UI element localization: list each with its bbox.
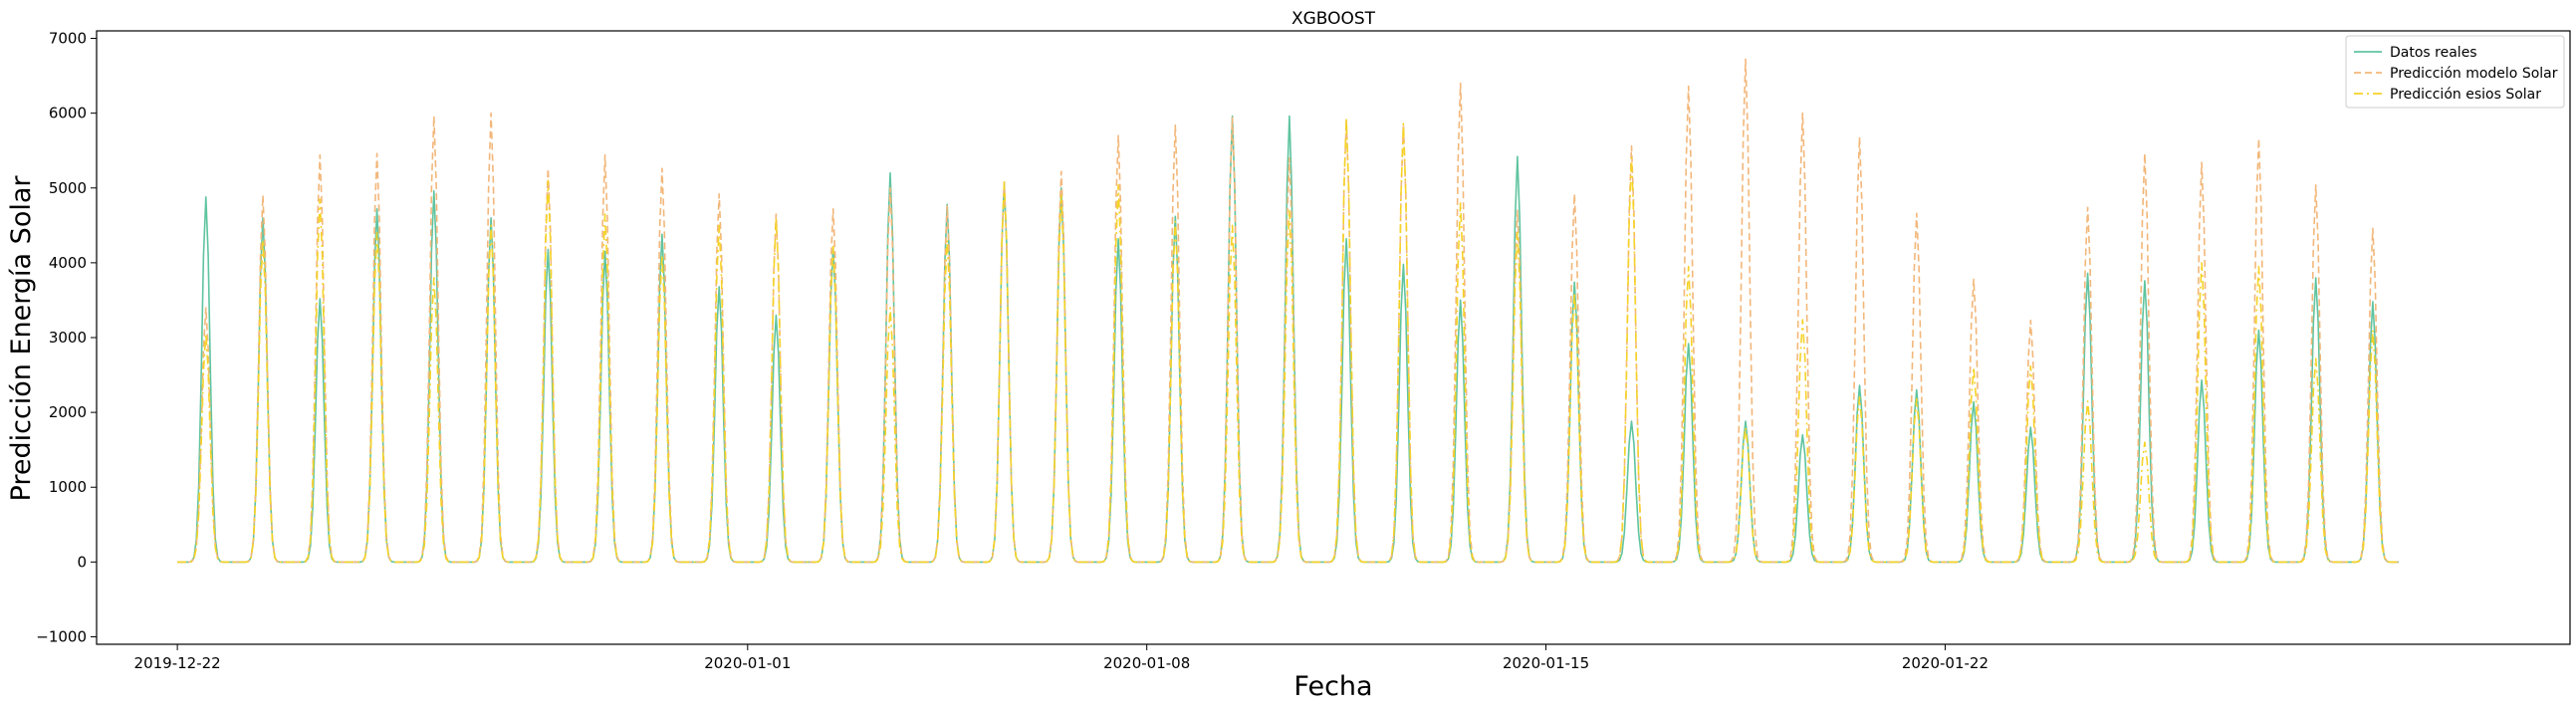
legend-label: Predicción modelo Solar xyxy=(2390,66,2558,82)
y-axis-ticks: −1000 0 1000 2000 3000 4000 5000 6000 7000 xyxy=(36,30,97,645)
legend: Datos reales Predicción modelo Solar Predi… xyxy=(2345,35,2565,109)
y-tick-label: 5000 xyxy=(49,179,87,197)
x-tick-label: 2019-12-22 xyxy=(134,654,221,672)
series-line xyxy=(177,115,2400,564)
x-axis-label: Fecha xyxy=(1293,671,1372,702)
y-tick-label: 0 xyxy=(77,553,87,571)
series-line xyxy=(177,58,2400,564)
plot-lines xyxy=(177,58,2400,564)
legend-box xyxy=(2345,35,2565,109)
y-tick-label: 1000 xyxy=(49,478,87,496)
legend-label: Datos reales xyxy=(2390,45,2477,61)
x-tick-label: 2020-01-15 xyxy=(1503,654,1589,672)
y-tick-label: 4000 xyxy=(49,254,87,272)
y-tick-label: 6000 xyxy=(49,105,87,122)
x-tick-label: 2020-01-22 xyxy=(1902,654,1989,672)
y-axis-label: Predicción Energía Solar xyxy=(6,175,37,502)
legend-label: Predicción esios Solar xyxy=(2390,87,2541,103)
y-tick-label: 2000 xyxy=(49,403,87,421)
y-tick-label: −1000 xyxy=(36,627,87,645)
x-tick-label: 2020-01-08 xyxy=(1103,654,1190,672)
y-tick-label: 3000 xyxy=(49,329,87,347)
chart-title: XGBOOST xyxy=(1291,9,1376,29)
x-axis-ticks: 2019-12-22 2020-01-01 2020-01-08 2020-01-15… xyxy=(134,644,1989,672)
plot-frame xyxy=(96,30,2571,645)
y-tick-label: 7000 xyxy=(49,30,87,48)
x-tick-label: 2020-01-01 xyxy=(704,654,791,672)
series-line xyxy=(177,117,2400,564)
